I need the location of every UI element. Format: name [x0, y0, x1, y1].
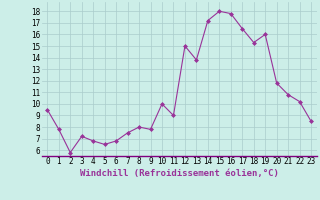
X-axis label: Windchill (Refroidissement éolien,°C): Windchill (Refroidissement éolien,°C) — [80, 169, 279, 178]
